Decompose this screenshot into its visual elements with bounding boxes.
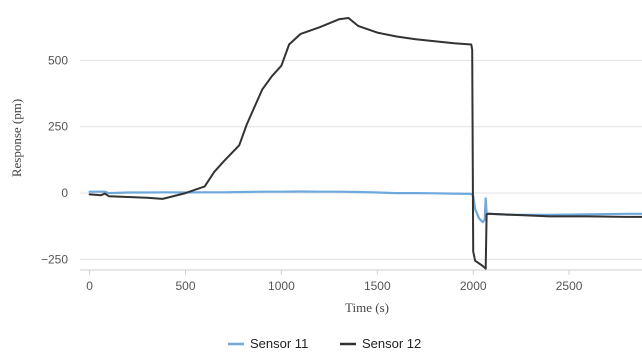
y-tick-label: 250 <box>48 120 68 134</box>
series-layer <box>88 17 642 270</box>
y-tick-label: 500 <box>48 53 68 67</box>
legend-label: Sensor 12 <box>362 336 421 351</box>
x-tick-label: 500 <box>175 279 195 293</box>
x-tick-label: 2500 <box>556 279 583 293</box>
x-axis-title: Time (s) <box>345 300 389 315</box>
x-tick-label: 1500 <box>364 279 391 293</box>
axis-layer: −250 0 250 500 0 500 1000 1500 2000 2500 <box>41 53 642 293</box>
y-tick-label: 0 <box>61 186 68 200</box>
legend-item-sensor-12[interactable]: Sensor 12 <box>340 336 421 351</box>
y-tick-label: −250 <box>41 252 68 266</box>
legend-label: Sensor 11 <box>250 336 308 351</box>
legend-item-sensor-11[interactable]: Sensor 11 <box>228 336 308 351</box>
x-tick-label: 2000 <box>460 279 487 293</box>
series-line-sensor-12 <box>88 17 642 270</box>
legend[interactable]: Sensor 11 Sensor 12 <box>228 336 421 351</box>
grid-layer <box>80 59 642 260</box>
x-tick-label: 0 <box>86 279 93 293</box>
y-axis-title: Response (pm) <box>9 99 24 177</box>
x-tick-label: 1000 <box>268 279 295 293</box>
